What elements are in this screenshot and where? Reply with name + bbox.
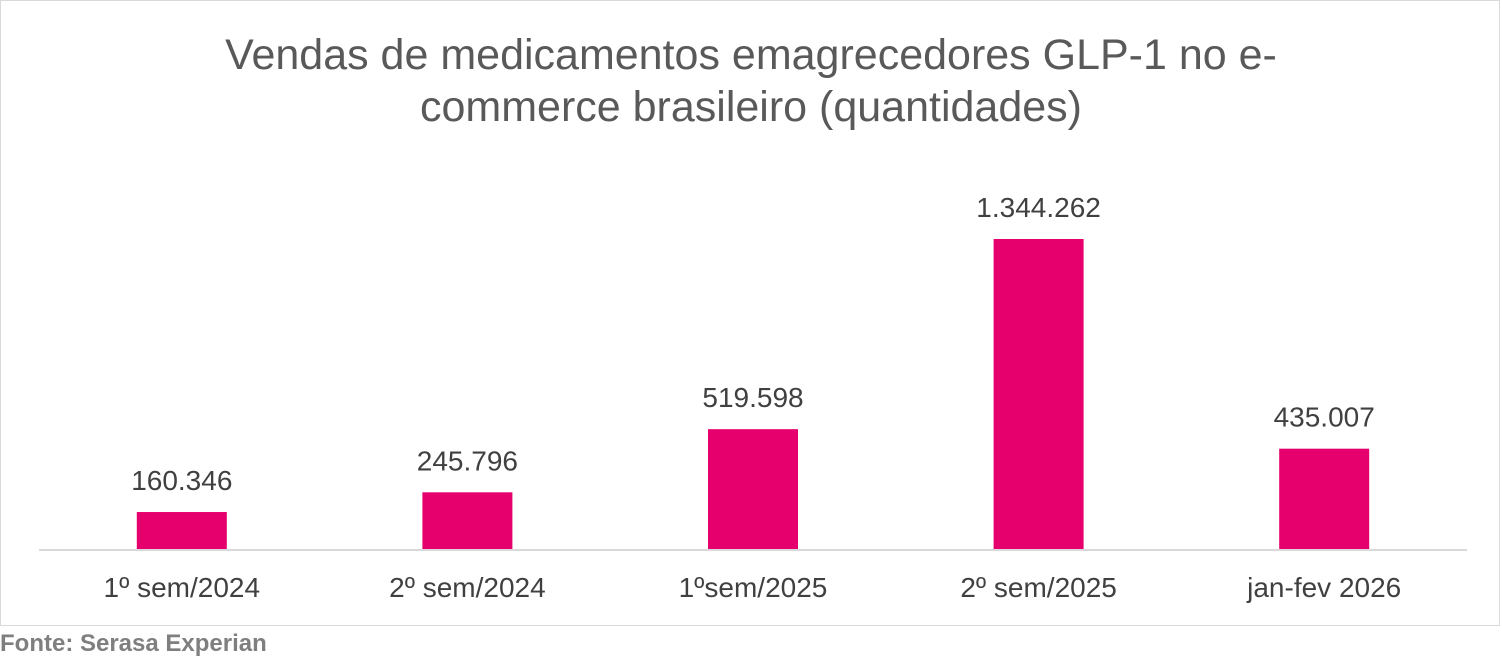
chart-title: Vendas de medicamentos emagrecedores GLP… — [225, 31, 1277, 131]
category-label: 1ºsem/2025 — [679, 572, 828, 603]
data-label: 519.598 — [702, 382, 803, 413]
bar — [708, 429, 798, 549]
bar — [993, 239, 1084, 549]
source-note: Fonte: Serasa Experian — [0, 630, 267, 657]
bar — [1279, 448, 1370, 549]
bar — [422, 492, 513, 549]
category-label: 2º sem/2024 — [389, 572, 546, 603]
chart-frame: Vendas de medicamentos emagrecedores GLP… — [0, 0, 1500, 626]
data-label: 160.346 — [131, 465, 232, 496]
data-label: 1.344.262 — [976, 192, 1101, 223]
data-label: 435.007 — [1274, 402, 1375, 433]
category-label: 1º sem/2024 — [104, 572, 261, 603]
category-label: jan-fev 2026 — [1246, 572, 1401, 603]
data-label: 245.796 — [417, 445, 518, 476]
bar-chart: 160.346 1º sem/2024 245.796 2º sem/2024 519.… — [39, 192, 1467, 603]
category-label: 2º sem/2025 — [960, 572, 1117, 603]
bar — [136, 512, 227, 549]
